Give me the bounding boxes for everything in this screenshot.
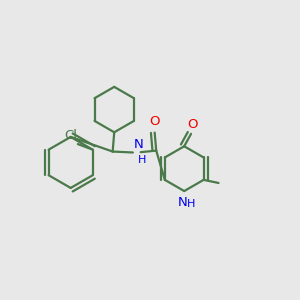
Text: H: H [138,155,146,165]
Text: H: H [187,200,196,209]
Text: N: N [178,196,188,209]
Text: Cl: Cl [64,129,77,142]
Text: O: O [187,118,198,131]
Text: O: O [149,115,160,128]
Text: N: N [134,138,144,151]
